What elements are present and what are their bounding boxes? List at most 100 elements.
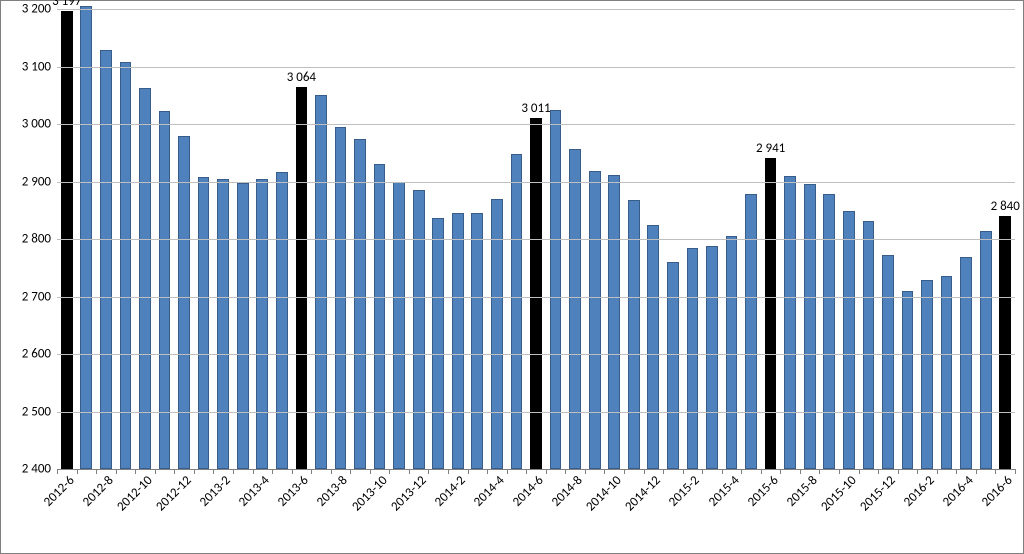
x-minor-tick (585, 469, 586, 474)
bar (413, 190, 425, 469)
x-tick-label: 2015-6 (744, 473, 781, 510)
x-minor-tick (487, 469, 488, 474)
data-label: 2 840 (991, 199, 1020, 214)
x-minor-tick (937, 469, 938, 474)
bar (198, 177, 210, 469)
bar (511, 154, 523, 469)
bar (159, 111, 171, 469)
x-minor-tick (859, 469, 860, 474)
x-tick-label: 2014-12 (623, 473, 664, 514)
bar (726, 236, 738, 469)
gridline (57, 124, 1015, 125)
x-tick-label: 2014-4 (471, 473, 508, 510)
bar (960, 257, 972, 469)
bar (550, 110, 562, 469)
x-minor-tick (702, 469, 703, 474)
x-minor-tick (995, 469, 996, 474)
x-minor-tick (96, 469, 97, 474)
bar (374, 164, 386, 469)
x-minor-tick (194, 469, 195, 474)
bar (335, 127, 347, 469)
y-tick-label: 2 700 (22, 289, 57, 304)
x-minor-tick (722, 469, 723, 474)
bar (589, 171, 601, 469)
x-minor-tick (370, 469, 371, 474)
x-tick-label: 2013-10 (349, 473, 390, 514)
x-minor-tick (526, 469, 527, 474)
bar (217, 179, 229, 469)
gridline (57, 297, 1015, 298)
bar (902, 291, 914, 469)
x-minor-tick (77, 469, 78, 474)
x-minor-tick (428, 469, 429, 474)
bar (100, 50, 112, 469)
x-minor-tick (57, 469, 58, 474)
x-minor-tick (956, 469, 957, 474)
x-tick-label: 2013-8 (314, 473, 351, 510)
x-minor-tick (213, 469, 214, 474)
bar (843, 211, 855, 469)
gridline (57, 354, 1015, 355)
bar (882, 255, 894, 469)
bar-chart: 3 1973 0643 0112 9412 840 2012-62012-820… (0, 0, 1024, 554)
x-minor-tick (565, 469, 566, 474)
x-tick-label: 2014-6 (510, 473, 547, 510)
bar (354, 139, 366, 469)
bar (471, 213, 483, 469)
x-tick-label: 2012-12 (153, 473, 194, 514)
x-minor-tick (311, 469, 312, 474)
bar (80, 6, 92, 469)
data-label: 3 011 (521, 101, 550, 116)
bar (237, 183, 249, 469)
bar (804, 184, 816, 469)
y-tick-label: 3 000 (22, 117, 57, 132)
x-minor-tick (272, 469, 273, 474)
x-minor-tick (292, 469, 293, 474)
x-tick-label: 2015-10 (818, 473, 859, 514)
x-minor-tick (644, 469, 645, 474)
bar (687, 248, 699, 469)
x-minor-tick (663, 469, 664, 474)
bar (647, 225, 659, 469)
bar (256, 179, 268, 469)
x-minor-tick (624, 469, 625, 474)
x-tick-label: 2013-4 (236, 473, 273, 510)
y-tick-label: 3 100 (22, 59, 57, 74)
x-tick-label: 2013-12 (388, 473, 429, 514)
gridline (57, 469, 1015, 470)
gridline (57, 182, 1015, 183)
x-minor-tick (116, 469, 117, 474)
bar (745, 194, 757, 469)
x-minor-tick (898, 469, 899, 474)
x-tick-label: 2015-12 (857, 473, 898, 514)
y-tick-label: 2 400 (22, 462, 57, 477)
bar (120, 62, 132, 469)
x-tick-label: 2014-10 (583, 473, 624, 514)
bar-highlight (765, 158, 777, 469)
x-minor-tick (780, 469, 781, 474)
x-minor-tick (507, 469, 508, 474)
bar (178, 136, 190, 470)
bar (393, 182, 405, 469)
x-tick-label: 2012-8 (80, 473, 117, 510)
bar (452, 213, 464, 469)
x-tick-label: 2013-6 (275, 473, 312, 510)
x-minor-tick (233, 469, 234, 474)
y-tick-label: 2 800 (22, 232, 57, 247)
gridline (57, 239, 1015, 240)
bar (432, 218, 444, 469)
x-minor-tick (546, 469, 547, 474)
x-minor-tick (976, 469, 977, 474)
data-label: 2 941 (756, 141, 785, 156)
x-minor-tick (135, 469, 136, 474)
bar (706, 246, 718, 469)
bar-highlight (999, 216, 1011, 469)
x-tick-label: 2012-10 (114, 473, 155, 514)
y-tick-label: 2 600 (22, 347, 57, 362)
x-tick-label: 2015-8 (784, 473, 821, 510)
gridline (57, 9, 1015, 10)
bar (569, 149, 581, 469)
x-minor-tick (604, 469, 605, 474)
bar (980, 231, 992, 469)
x-minor-tick (819, 469, 820, 474)
